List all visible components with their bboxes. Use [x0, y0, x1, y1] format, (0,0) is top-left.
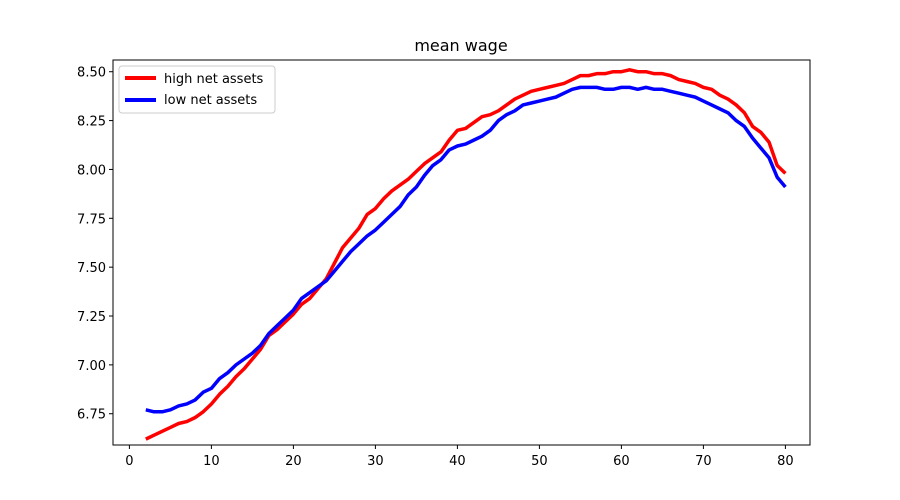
x-tick-label: 30 [367, 454, 384, 469]
y-tick-label: 6.75 [77, 408, 106, 423]
y-tick-label: 8.50 [77, 66, 106, 81]
y-tick-label: 8.25 [77, 115, 106, 130]
y-axis: 6.75 7.00 7.25 7.50 7.75 8.00 8.25 8.50 [77, 66, 113, 423]
y-tick-label: 7.75 [77, 212, 106, 227]
chart-title: mean wage [414, 36, 507, 55]
x-tick-label: 60 [613, 454, 630, 469]
series-line-high-net-assets [145, 68, 787, 441]
legend-label-low-net-assets: low net assets [164, 93, 257, 108]
legend-box [118, 65, 276, 114]
y-tick-label: 7.00 [77, 359, 106, 374]
x-tick-label: 70 [695, 454, 712, 469]
x-tick-label: 50 [531, 454, 548, 469]
legend: high net assets low net assets [118, 65, 276, 114]
x-tick-label: 20 [285, 454, 302, 469]
x-tick-label: 40 [449, 454, 466, 469]
plot-area: 0 10 20 30 40 50 60 70 80 6.75 7.00 7.25 7.50 7.75 8.… [77, 59, 811, 469]
x-tick-label: 10 [203, 454, 220, 469]
y-tick-label: 8.00 [77, 163, 106, 178]
series-group [145, 68, 787, 441]
legend-label-high-net-assets: high net assets [164, 72, 264, 87]
y-tick-label: 7.50 [77, 261, 106, 276]
x-tick-label: 0 [125, 454, 133, 469]
axes-frame [112, 59, 811, 446]
series-line-low-net-assets [145, 85, 787, 414]
x-tick-label: 80 [777, 454, 794, 469]
x-axis: 0 10 20 30 40 50 60 70 80 [125, 445, 794, 469]
y-tick-label: 7.25 [77, 310, 106, 325]
